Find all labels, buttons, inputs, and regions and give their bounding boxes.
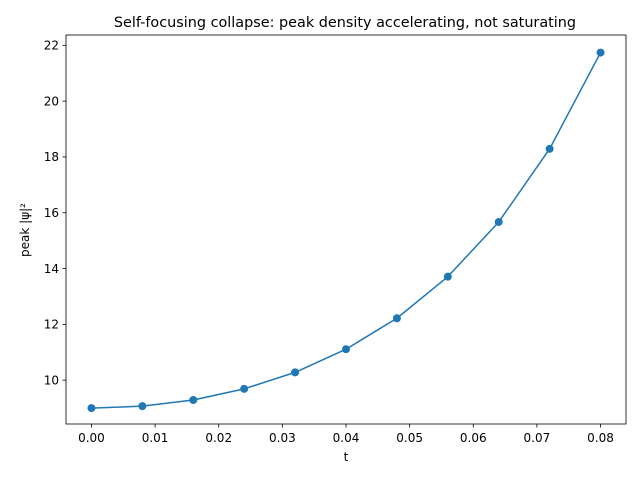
x-tick-label: 0.04 <box>333 431 360 445</box>
y-tick-label: 20 <box>44 94 59 108</box>
data-point <box>240 384 249 393</box>
x-tick-label: 0.03 <box>269 431 296 445</box>
data-point <box>87 404 96 413</box>
x-tick-label: 0.00 <box>78 431 105 445</box>
x-tick-label: 0.02 <box>205 431 232 445</box>
plot-frame <box>65 34 627 425</box>
plot-area <box>87 48 605 413</box>
y-tick-label: 14 <box>44 262 59 276</box>
data-point <box>596 48 605 57</box>
y-tick-label: 16 <box>44 206 59 220</box>
data-point <box>443 272 452 281</box>
data-point <box>291 368 300 377</box>
chart-title: Self-focusing collapse: peak density acc… <box>114 15 576 31</box>
y-tick-label: 22 <box>44 39 59 53</box>
x-tick-label: 0.07 <box>524 431 551 445</box>
data-point <box>342 345 350 354</box>
x-tick-label: 0.05 <box>396 431 423 445</box>
data-point <box>494 217 503 226</box>
data-point <box>392 314 401 323</box>
x-axis: 0.00 0.01 0.02 0.03 0.04 0.05 0.06 0.07 0.08 <box>78 424 614 445</box>
x-tick-label: 0.01 <box>142 431 169 445</box>
series-line <box>91 52 602 409</box>
y-tick-label: 18 <box>44 150 59 164</box>
y-tick-label: 12 <box>44 318 59 332</box>
x-tick-label: 0.08 <box>587 431 614 445</box>
x-axis-label: t <box>344 450 349 464</box>
data-point <box>138 402 147 411</box>
y-axis: 10 12 14 16 18 20 22 <box>44 39 66 387</box>
y-axis-label: peak |ψ|² <box>18 203 32 257</box>
data-point <box>545 144 554 153</box>
y-tick-label: 10 <box>44 373 59 387</box>
x-tick-label: 0.06 <box>460 431 487 445</box>
data-point <box>189 396 198 405</box>
